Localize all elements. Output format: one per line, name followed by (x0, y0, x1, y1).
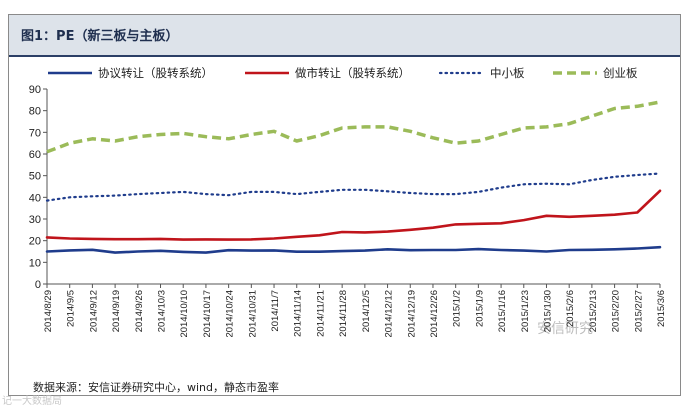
x-tick-label: 2014/12/12 (384, 290, 395, 338)
x-tick-label: 2014/11/14 (293, 290, 304, 337)
x-tick-label: 2015/1/2 (452, 290, 463, 327)
x-tick-label: 2015/2/13 (588, 290, 599, 332)
x-tick-label: 2014/11/21 (315, 290, 326, 337)
x-tick-label: 2014/10/17 (202, 290, 213, 338)
figure-frame: 图1：PE（新三板与主板） 数据来源：安信证券研究中心，wind，静态市盈率 安… (8, 14, 681, 396)
x-tick-label: 2014/9/5 (66, 290, 77, 327)
x-tick-label: 2014/11/7 (270, 290, 281, 332)
y-tick-label: 80 (29, 106, 41, 118)
watermark-text: 安信研究 (537, 321, 593, 337)
title-underline (9, 55, 680, 57)
x-tick-label: 2014/9/26 (134, 290, 145, 332)
watermark-bottom: 记一大数据局 (2, 396, 62, 407)
legend-label-3: 创业板 (603, 66, 638, 80)
x-tick-label: 2014/12/5 (361, 290, 372, 332)
x-tick-label: 2014/10/31 (247, 290, 258, 338)
x-tick-label: 2015/1/16 (497, 290, 508, 332)
x-tick-label: 2014/9/12 (88, 290, 99, 332)
x-tick-label: 2014/10/24 (225, 290, 236, 338)
y-tick-label: 40 (29, 192, 41, 204)
y-tick-label: 90 (29, 84, 41, 96)
x-tick-label: 2015/2/27 (633, 290, 644, 332)
y-tick-label: 60 (29, 149, 41, 161)
series-line-1 (45, 189, 662, 241)
x-tick-label: 2015/2/6 (565, 290, 576, 327)
y-tick-label: 30 (29, 214, 41, 226)
x-tick-label: 2014/8/29 (43, 290, 54, 332)
series-line-3 (46, 100, 661, 154)
y-tick-label: 10 (29, 257, 41, 269)
x-tick-label: 2015/1/9 (474, 290, 485, 327)
x-tick-label: 2015/3/6 (656, 290, 667, 327)
y-tick-label: 70 (29, 127, 41, 139)
y-tick-label: 50 (29, 171, 41, 183)
legend-label-0: 协议转让（股转系统） (98, 66, 213, 80)
x-tick-label: 2014/9/19 (111, 290, 122, 332)
x-tick-label: 2014/10/3 (157, 290, 168, 332)
x-tick-label: 2015/1/23 (520, 290, 531, 332)
y-tick-label: 20 (29, 236, 41, 248)
source-note: 数据来源：安信证券研究中心，wind，静态市盈率 (33, 381, 280, 394)
x-tick-label: 2014/11/28 (338, 290, 349, 337)
x-tick-label: 2015/1/30 (542, 290, 553, 332)
series-line-0 (45, 245, 662, 254)
series-line-2 (45, 172, 662, 202)
x-tick-label: 2014/12/19 (406, 290, 417, 338)
figure-title-bar: 图1：PE（新三板与主板） (9, 15, 680, 55)
legend-label-2: 中小板 (490, 66, 525, 80)
x-tick-label: 2014/10/10 (179, 290, 190, 338)
x-tick-label: 2015/2/20 (611, 290, 622, 332)
legend-label-1: 做市转让（股转系统） (295, 66, 410, 80)
x-tick-label: 2014/12/26 (429, 290, 440, 338)
figure-title: 图1：PE（新三板与主板） (21, 29, 179, 44)
y-tick-label: 0 (35, 279, 41, 291)
